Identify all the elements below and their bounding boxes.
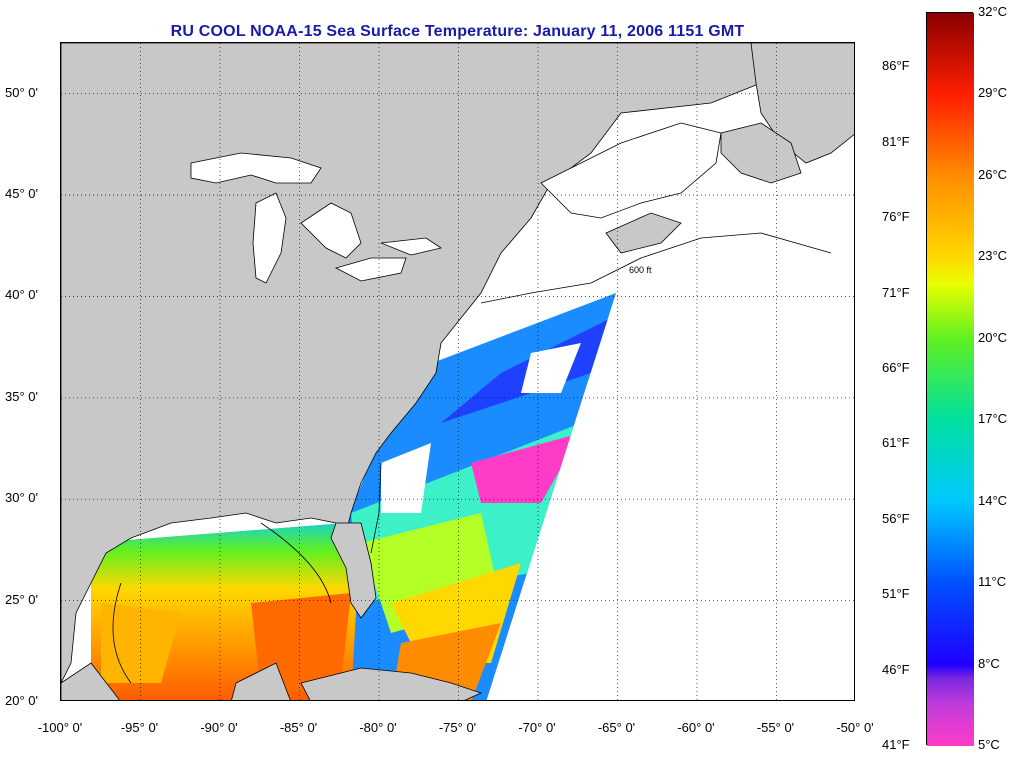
lon-tick-label: -55° 0' xyxy=(756,720,795,735)
celsius-label: 26°C xyxy=(978,166,1008,182)
fahrenheit-label: 46°F xyxy=(882,661,910,677)
fahrenheit-label: 81°F xyxy=(882,133,910,149)
isobath-label: 600 ft xyxy=(629,265,652,275)
lat-tick-label: 50° 0' xyxy=(5,84,38,100)
fahrenheit-label: 86°F xyxy=(882,58,910,74)
lat-tick-label: 30° 0' xyxy=(5,490,38,506)
fahrenheit-label: 76°F xyxy=(882,209,910,225)
lon-tick-label: -75° 0' xyxy=(438,720,477,735)
celsius-label: 5°C xyxy=(978,737,1000,752)
celsius-label: 23°C xyxy=(978,248,1008,264)
lat-tick-label: 35° 0' xyxy=(5,388,38,404)
lon-tick-label: -80° 0' xyxy=(359,720,397,735)
fahrenheit-label: 51°F xyxy=(882,586,910,602)
celsius-label: 29°C xyxy=(978,85,1008,101)
lat-tick-label: 40° 0' xyxy=(5,287,38,303)
gulf-st-lawrence xyxy=(540,122,722,219)
map-title: RU COOL NOAA-15 Sea Surface Temperature:… xyxy=(170,23,745,40)
lon-tick-label: -65° 0' xyxy=(597,720,636,735)
lat-tick-label: 20° 0' xyxy=(5,693,38,708)
fahrenheit-label: 41°F xyxy=(882,737,910,752)
celsius-label: 17°C xyxy=(978,411,1008,427)
sst-map: 600 ft xyxy=(60,42,855,701)
isobath-contours xyxy=(112,232,832,684)
celsius-label: 11°C xyxy=(978,574,1007,590)
lon-tick-label: -90° 0' xyxy=(200,720,238,735)
lat-tick-label: 45° 0' xyxy=(5,186,38,202)
great-lakes xyxy=(190,152,442,284)
celsius-label: 32°C xyxy=(978,4,1008,19)
lon-tick-label: -70° 0' xyxy=(518,720,556,735)
celsius-label: 20°C xyxy=(978,329,1008,345)
fahrenheit-label: 56°F xyxy=(882,510,910,526)
lon-tick-label: -60° 0' xyxy=(677,720,715,735)
fahrenheit-label: 61°F xyxy=(882,435,910,451)
lat-tick-label: 25° 0' xyxy=(5,591,38,607)
lon-tick-label: -50° 0' xyxy=(836,720,874,735)
fahrenheit-label: 66°F xyxy=(882,359,910,375)
temperature-colorbar xyxy=(926,12,974,746)
colorbar-gradient xyxy=(927,13,974,746)
lon-tick-label: -85° 0' xyxy=(279,720,318,735)
land xyxy=(61,43,854,700)
celsius-label: 8°C xyxy=(978,655,1000,671)
lon-tick-label: -100° 0' xyxy=(37,720,83,735)
celsius-label: 14°C xyxy=(978,492,1008,508)
fahrenheit-label: 71°F xyxy=(882,284,910,300)
lon-tick-label: -95° 0' xyxy=(120,720,159,735)
graticule xyxy=(61,43,854,700)
